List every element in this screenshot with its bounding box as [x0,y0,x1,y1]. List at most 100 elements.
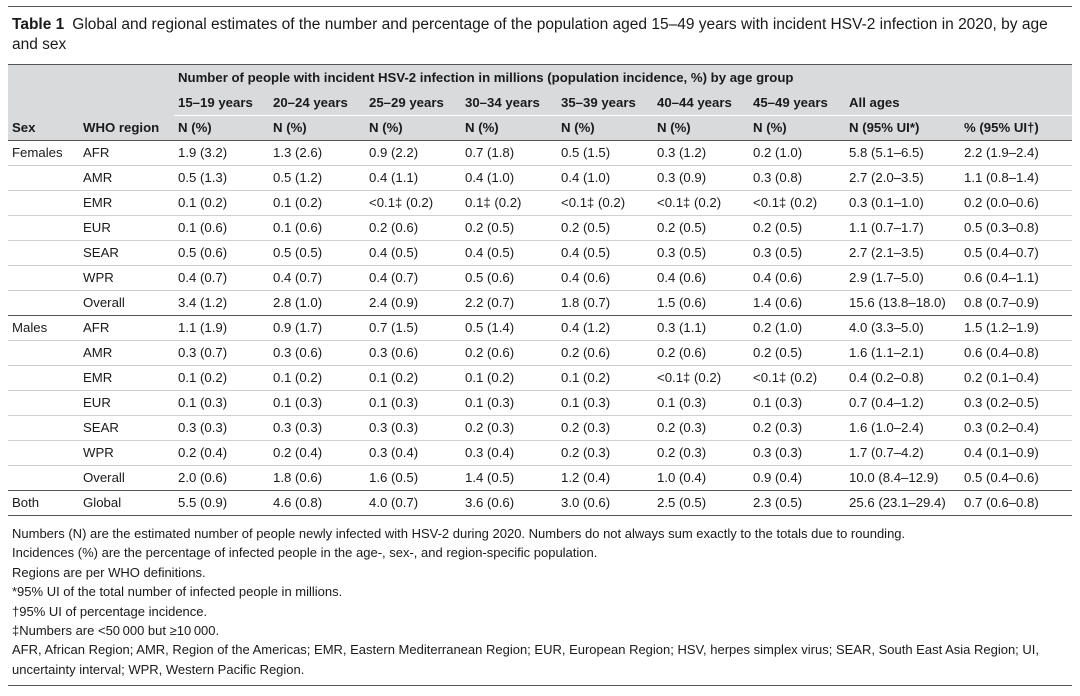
value-cell: 0.5 (1.5) [557,140,653,166]
sex-cell [8,390,79,416]
value-cell: <0.1‡ (0.2) [653,365,749,391]
value-cell: 0.1 (0.2) [174,190,269,216]
header-n: N (%) [269,115,365,141]
sex-cell [8,165,79,191]
value-cell: 0.4 (1.2) [557,315,653,341]
value-cell: 0.6 (0.4–0.8) [960,340,1072,366]
value-cell: 1.8 (0.7) [557,290,653,316]
value-cell: 3.4 (1.2) [174,290,269,316]
header-group: Number of people with incident HSV-2 inf… [174,65,1072,91]
value-cell: 0.3 (0.5) [749,240,845,266]
value-cell: 3.6 (0.6) [461,490,557,516]
value-cell: 0.4 (0.6) [557,265,653,291]
header-n: N (%) [461,115,557,141]
value-cell: 0.3 (0.7) [174,340,269,366]
region-cell: WPR [79,265,174,291]
value-cell: 1.7 (0.7–4.2) [845,440,960,466]
footnote: †95% UI of percentage incidence. [12,603,208,619]
table-body: Females AFR 1.9 (3.2) 1.3 (2.6) 0.9 (2.2) 0.7… [8,140,1072,516]
value-cell: 0.4 (0.1–0.9) [960,440,1072,466]
value-cell: 2.2 (1.9–2.4) [960,140,1072,166]
table-row: WPR 0.2 (0.4) 0.2 (0.4) 0.3 (0.4) 0.3 (0.4) 0… [8,440,1072,466]
header-sex: Sex [8,115,79,141]
value-cell: 5.5 (0.9) [174,490,269,516]
value-cell: 0.7 (1.5) [365,315,461,341]
value-cell: 0.5 (0.4–0.7) [960,240,1072,266]
value-cell: 0.4 (1.0) [557,165,653,191]
table-row: AMR 0.3 (0.7) 0.3 (0.6) 0.3 (0.6) 0.2 (0.6) 0… [8,340,1072,366]
sex-cell [8,215,79,241]
region-cell: Global [79,490,174,516]
value-cell: 0.2 (1.0) [749,140,845,166]
header-all-ages: All ages [845,91,1072,116]
value-cell: 4.0 (3.3–5.0) [845,315,960,341]
region-cell: AFR [79,140,174,166]
value-cell: 2.3 (0.5) [749,490,845,516]
header-region: WHO region [79,115,174,141]
value-cell: 0.3 (0.3) [269,415,365,441]
value-cell: 0.7 (0.4–1.2) [845,390,960,416]
value-cell: 0.3 (0.2–0.5) [960,390,1072,416]
value-cell: 0.1 (0.2) [557,365,653,391]
value-cell: 0.4 (0.2–0.8) [845,365,960,391]
value-cell: 2.7 (2.0–3.5) [845,165,960,191]
value-cell: 0.6 (0.4–1.1) [960,265,1072,291]
sex-cell [8,340,79,366]
sex-cell [8,190,79,216]
value-cell: 0.5 (0.4–0.6) [960,465,1072,491]
value-cell: 0.9 (1.7) [269,315,365,341]
value-cell: 1.6 (1.1–2.1) [845,340,960,366]
table-row: Both Global 5.5 (0.9) 4.6 (0.8) 4.0 (0.7) 3.6… [8,490,1072,516]
value-cell: 0.3 (0.4) [461,440,557,466]
table-footnotes: Numbers (N) are the estimated number of … [8,516,1072,687]
value-cell: 0.2 (0.4) [174,440,269,466]
sex-cell: Both [8,490,79,516]
footnote: Numbers (N) are the estimated number of … [12,526,906,541]
value-cell: 0.1 (0.2) [174,365,269,391]
value-cell: 0.8 (0.7–0.9) [960,290,1072,316]
value-cell: 0.3 (0.3) [749,440,845,466]
value-cell: 0.4 (0.6) [749,265,845,291]
header-age-25-29: 25–29 years [365,91,461,116]
value-cell: 0.2 (0.3) [653,440,749,466]
value-cell: 0.2 (0.1–0.4) [960,365,1072,391]
value-cell: 0.4 (1.1) [365,165,461,191]
header-pct-ui: % (95% UI†) [960,115,1072,141]
value-cell: 0.2 (0.5) [557,215,653,241]
value-cell: 2.4 (0.9) [365,290,461,316]
value-cell: 0.7 (0.6–0.8) [960,490,1072,516]
value-cell: 0.3 (0.4) [365,440,461,466]
value-cell: 0.2 (0.3) [557,415,653,441]
value-cell: 0.3 (0.5) [653,240,749,266]
table-caption: Global and regional estimates of the num… [12,16,1048,53]
sex-cell [8,440,79,466]
header-n-ui: N (95% UI*) [845,115,960,141]
footnote: Incidences (%) are the percentage of inf… [12,545,598,561]
table-row: WPR 0.4 (0.7) 0.4 (0.7) 0.4 (0.7) 0.5 (0.6) 0… [8,265,1072,291]
value-cell: 0.5 (0.3–0.8) [960,215,1072,241]
value-cell: 0.4 (0.6) [653,265,749,291]
value-cell: 0.1 (0.3) [653,390,749,416]
value-cell: 0.5 (1.3) [174,165,269,191]
header-age-20-24: 20–24 years [269,91,365,116]
value-cell: 0.4 (0.7) [365,265,461,291]
value-cell: 0.4 (0.7) [269,265,365,291]
sex-cell [8,240,79,266]
value-cell: 0.5 (0.6) [174,240,269,266]
value-cell: 0.3 (1.2) [653,140,749,166]
region-cell: AMR [79,165,174,191]
header-age-15-19: 15–19 years [174,91,269,116]
value-cell: 0.2 (1.0) [749,315,845,341]
value-cell: 15.6 (13.8–18.0) [845,290,960,316]
header-n: N (%) [365,115,461,141]
value-cell: 1.5 (1.2–1.9) [960,315,1072,341]
value-cell: 0.2 (0.5) [749,340,845,366]
value-cell: 0.2 (0.5) [461,215,557,241]
value-cell: 0.2 (0.3) [557,440,653,466]
header-n: N (%) [174,115,269,141]
value-cell: <0.1‡ (0.2) [749,190,845,216]
region-cell: AMR [79,340,174,366]
value-cell: 0.5 (1.2) [269,165,365,191]
value-cell: 0.3 (0.2–0.4) [960,415,1072,441]
header-age-35-39: 35–39 years [557,91,653,116]
